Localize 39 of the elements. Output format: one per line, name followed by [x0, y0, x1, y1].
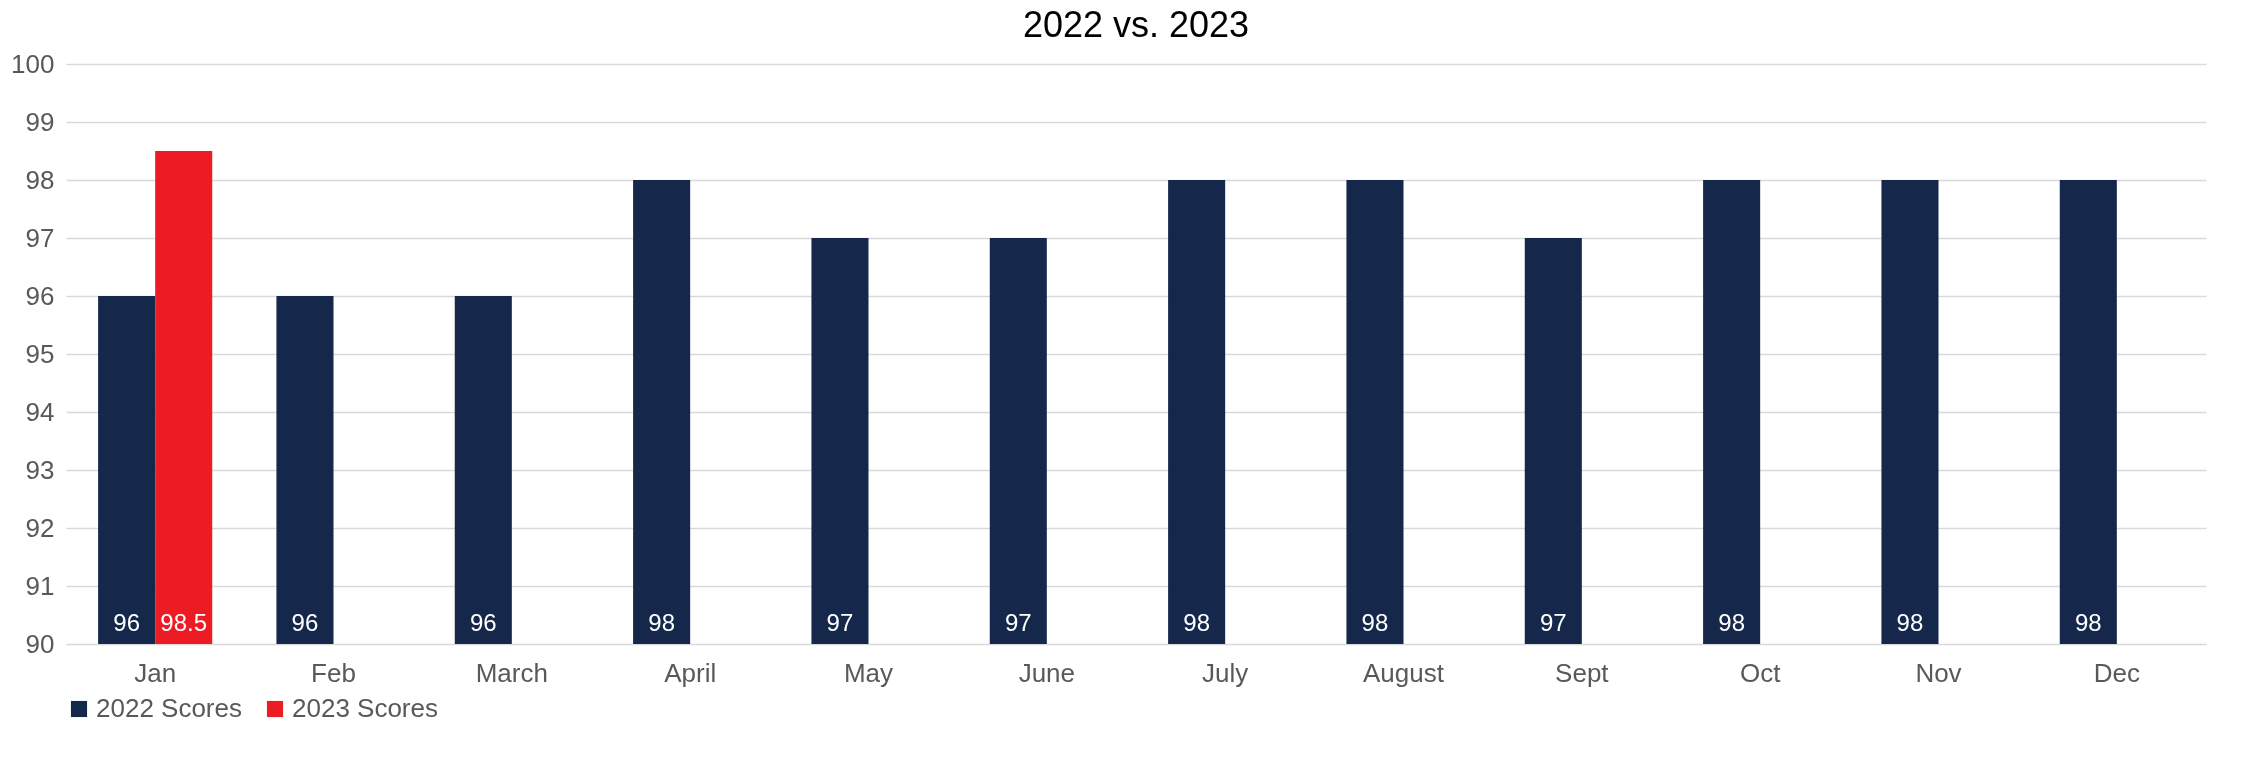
x-tick-label: June: [1018, 657, 1076, 688]
x-tick-label: April: [664, 657, 717, 688]
data-label: 98: [1896, 609, 1924, 636]
x-tick-label: Jan: [134, 657, 177, 688]
y-tick-label: 96: [25, 280, 55, 311]
x-tick-label: August: [1363, 657, 1445, 688]
y-tick-label: 98: [25, 164, 55, 195]
data-label: 98.5: [160, 609, 208, 636]
y-tick-label: 91: [25, 570, 55, 601]
data-label: 96: [113, 609, 140, 636]
data-label: 98: [1361, 609, 1389, 636]
data-label: 98: [648, 609, 675, 636]
chart-title: 2022 vs. 2023: [1022, 4, 1250, 45]
y-tick-label: 93: [25, 454, 55, 485]
y-tick-label: 100: [11, 48, 55, 79]
legend-label: 2023 Scores: [292, 693, 438, 723]
y-tick-label: 94: [25, 396, 55, 427]
x-tick-label: July: [1202, 657, 1249, 688]
data-label: 96: [469, 609, 497, 636]
x-tick-label: Dec: [2093, 657, 2140, 688]
data-label: 97: [1539, 609, 1567, 636]
data-label: 98: [1183, 609, 1210, 636]
y-tick-label: 92: [25, 512, 55, 543]
x-tick-label: Sept: [1555, 657, 1610, 688]
x-tick-label: March: [475, 657, 548, 688]
x-tick-label: May: [843, 657, 894, 688]
x-tick-label: Feb: [311, 657, 356, 688]
x-tick-label: Nov: [1915, 657, 1962, 688]
y-tick-label: 99: [25, 106, 55, 137]
legend-label: 2022 Scores: [96, 693, 242, 723]
data-label: 97: [826, 609, 854, 636]
y-tick-label: 95: [25, 338, 55, 369]
data-label: 96: [291, 609, 319, 636]
y-tick-label: 97: [25, 222, 55, 253]
data-label: 98: [1718, 609, 1745, 636]
y-tick-label: 90: [25, 628, 55, 659]
data-label: 97: [1004, 609, 1032, 636]
data-label: 98: [2074, 609, 2102, 636]
x-tick-label: Oct: [1739, 657, 1782, 688]
